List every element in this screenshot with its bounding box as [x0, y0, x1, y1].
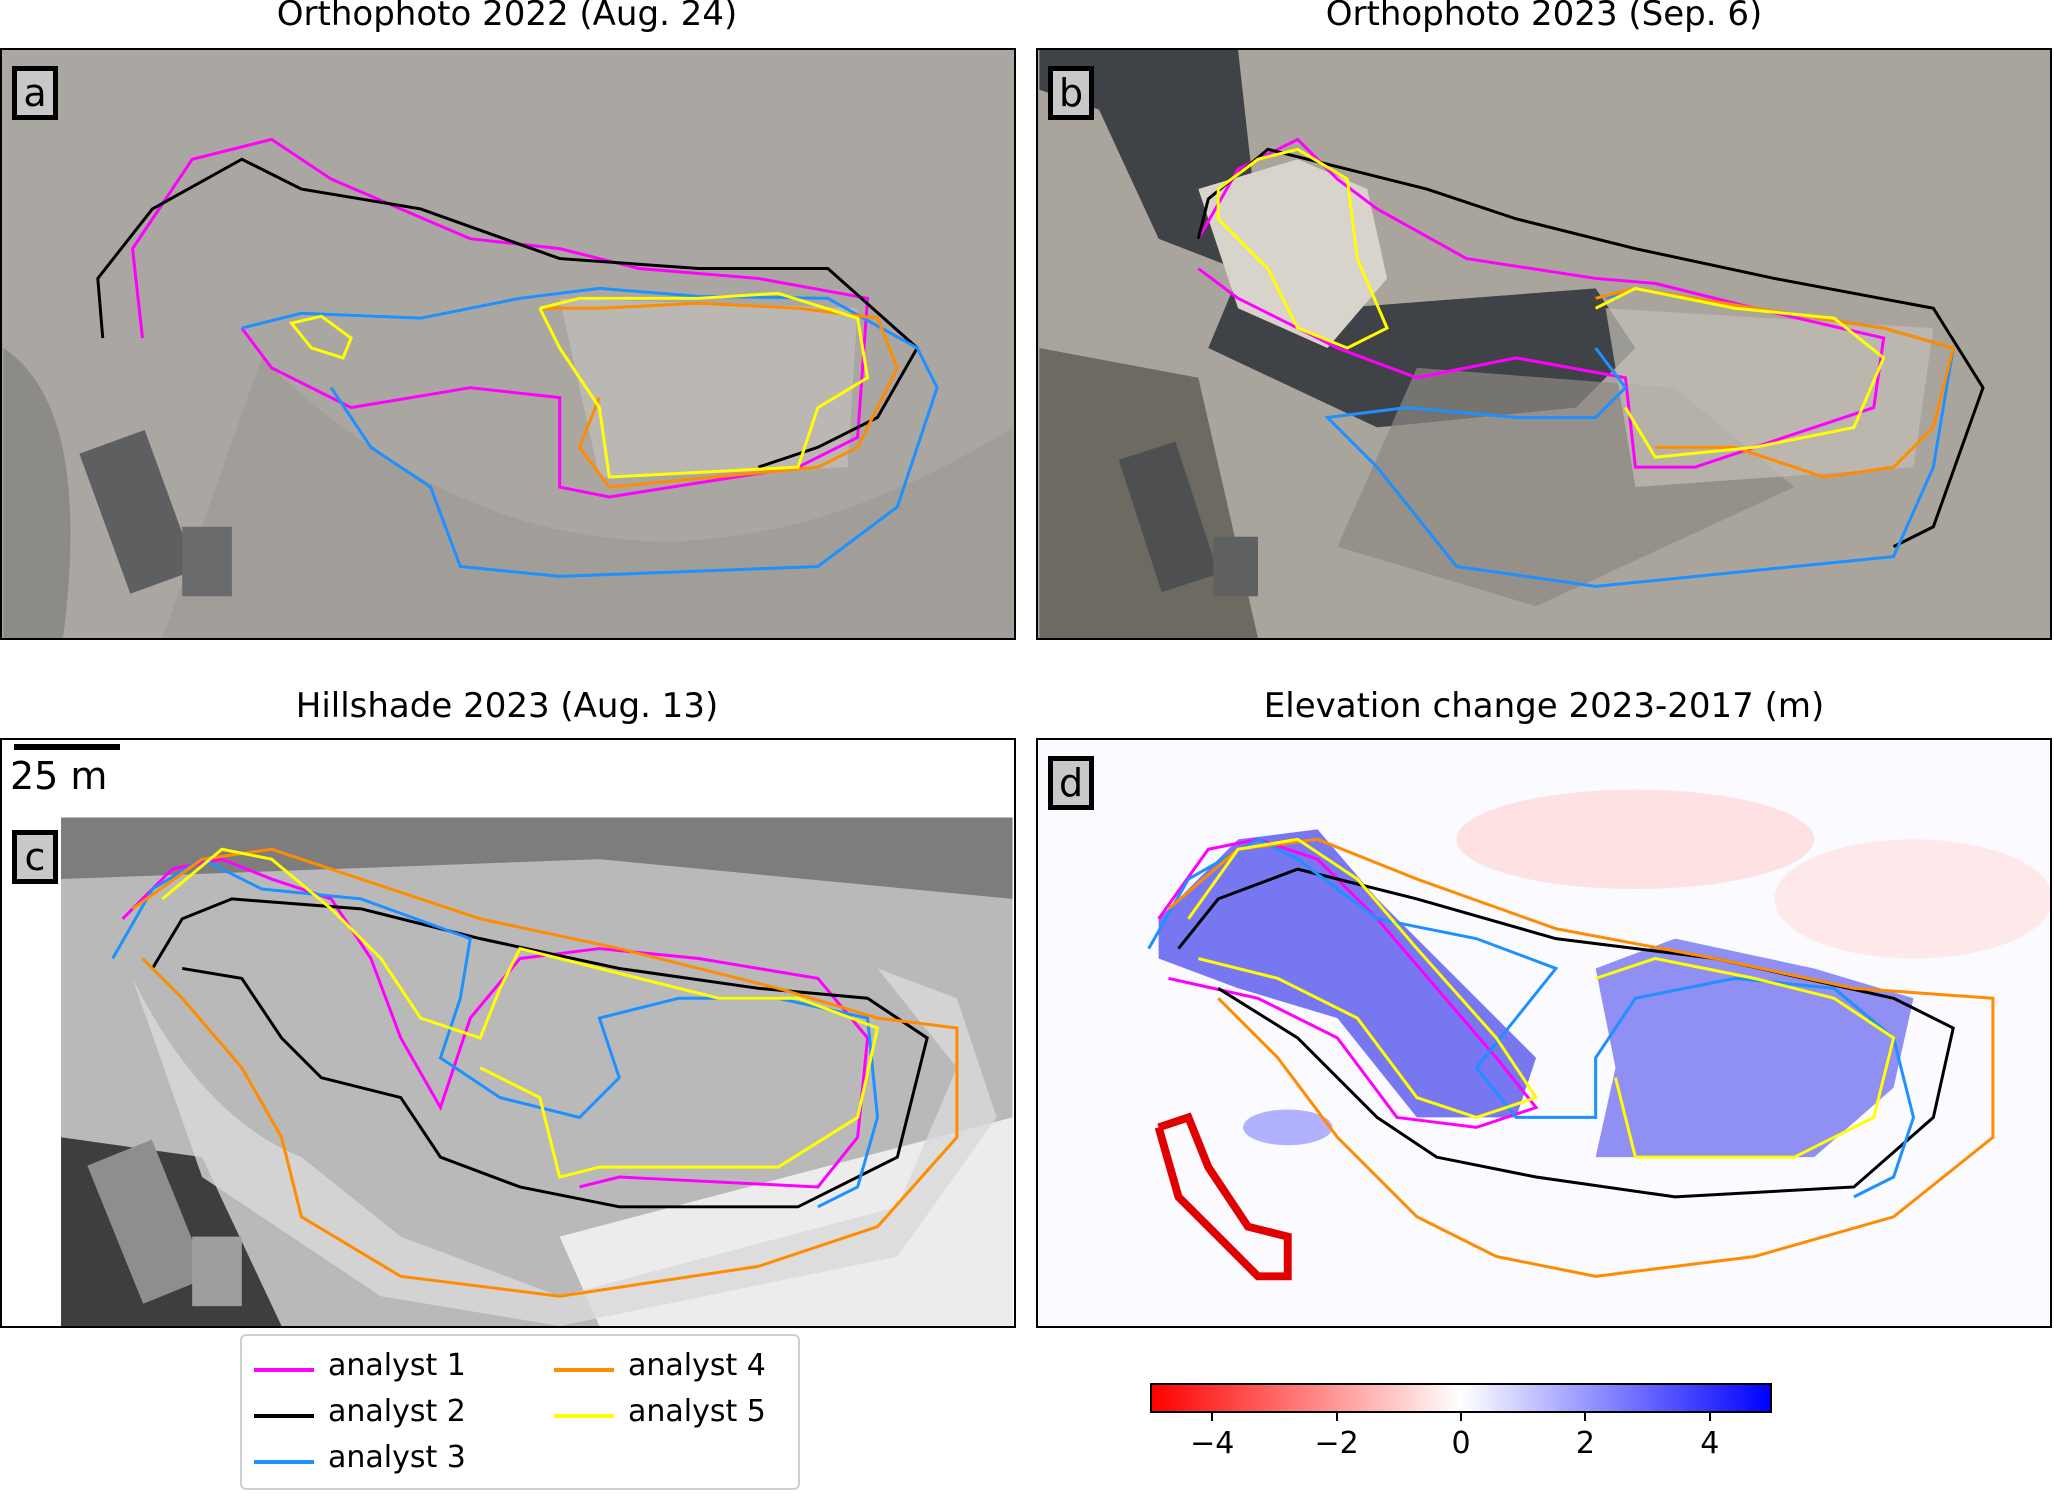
panel-c-map [61, 817, 1013, 1326]
colorbar-tick-label: 0 [1451, 1426, 1471, 1461]
building [87, 1139, 242, 1307]
outline-analyst-2 [151, 897, 929, 1209]
panel-a-orthophoto-2022: a [0, 48, 1016, 640]
legend-label-analyst-3: analyst 3 [328, 1440, 466, 1475]
colorbar-tick [1584, 1413, 1587, 1421]
legend-swatch-analyst-3 [254, 1460, 314, 1464]
outline-analyst-1 [131, 137, 870, 499]
panel-d-map [1039, 740, 2050, 1326]
panel-b-orthophoto-2023: b [1036, 48, 2052, 640]
outline-analyst-4 [539, 301, 899, 489]
outline-analyst-2 [96, 157, 920, 469]
building [79, 429, 232, 597]
analyst-legend: analyst 1 analyst 2 analyst 3 analyst 4 … [240, 1334, 800, 1490]
colorbar-tick [1211, 1413, 1214, 1421]
colorbar-tick-label: −2 [1314, 1426, 1359, 1461]
colorbar-tick-label: −4 [1190, 1426, 1235, 1461]
legend-label-analyst-5: analyst 5 [628, 1394, 766, 1429]
outline-analyst-5 [1187, 837, 1539, 1119]
panel-letter-a: a [12, 66, 58, 120]
colorbar-tick [1335, 1413, 1338, 1421]
panel-letter-b: b [1048, 66, 1094, 120]
panel-letter-d: d [1048, 756, 1094, 810]
outline-analyst-2 [1196, 147, 1985, 548]
outline-analyst-3 [111, 857, 879, 1209]
outline-analyst-4 [1595, 286, 1956, 479]
outline-analyst-5 [161, 847, 880, 1179]
panel-c-title: Hillshade 2023 (Aug. 13) [295, 686, 719, 726]
scale-bar [14, 744, 120, 750]
outline-analyst-1 [121, 857, 870, 1189]
panel-c-hillshade-2023: c [0, 738, 1016, 1328]
panel-b-title: Orthophoto 2023 (Sep. 6) [1325, 0, 1763, 34]
legend-swatch-analyst-1 [254, 1368, 314, 1372]
colorbar-tick-label: 4 [1700, 1426, 1720, 1461]
panel-a-map [3, 50, 1013, 638]
legend-label-analyst-4: analyst 4 [628, 1348, 766, 1383]
legend-swatch-analyst-2 [254, 1414, 314, 1418]
legend-label-analyst-1: analyst 1 [328, 1348, 466, 1383]
panel-letter-c: c [12, 830, 58, 884]
outline-analyst-3 [241, 286, 939, 578]
colorbar-tick-label: 2 [1575, 1426, 1595, 1461]
panel-a-title: Orthophoto 2022 (Aug. 24) [276, 0, 738, 34]
legend-swatch-analyst-4 [554, 1368, 614, 1372]
outline-analyst-2 [1177, 867, 1955, 1199]
building-elevation-artifact [1154, 1112, 1292, 1281]
building [1118, 441, 1258, 597]
colorbar-tick [1460, 1413, 1462, 1421]
outline-analyst-5-b [1594, 286, 1886, 459]
scale-bar-label: 25 m [10, 754, 108, 798]
legend-label-analyst-2: analyst 2 [328, 1394, 466, 1429]
outline-analyst-4 [131, 847, 959, 1298]
outline-analyst-5 [1216, 147, 1389, 350]
colorbar-tick [1708, 1413, 1711, 1421]
outline-analyst-4 [1167, 837, 1995, 1278]
outline-analyst-5 [538, 291, 870, 479]
panel-d-elevation-change: d [1036, 738, 2052, 1328]
elevation-colorbar [1150, 1383, 1772, 1413]
legend-swatch-analyst-5 [554, 1414, 614, 1418]
panel-d-title: Elevation change 2023-2017 (m) [1263, 686, 1825, 726]
panel-b-map [1039, 50, 2049, 638]
outline-analyst-5-b [1595, 956, 1896, 1159]
outline-analyst-5-small [288, 314, 353, 360]
